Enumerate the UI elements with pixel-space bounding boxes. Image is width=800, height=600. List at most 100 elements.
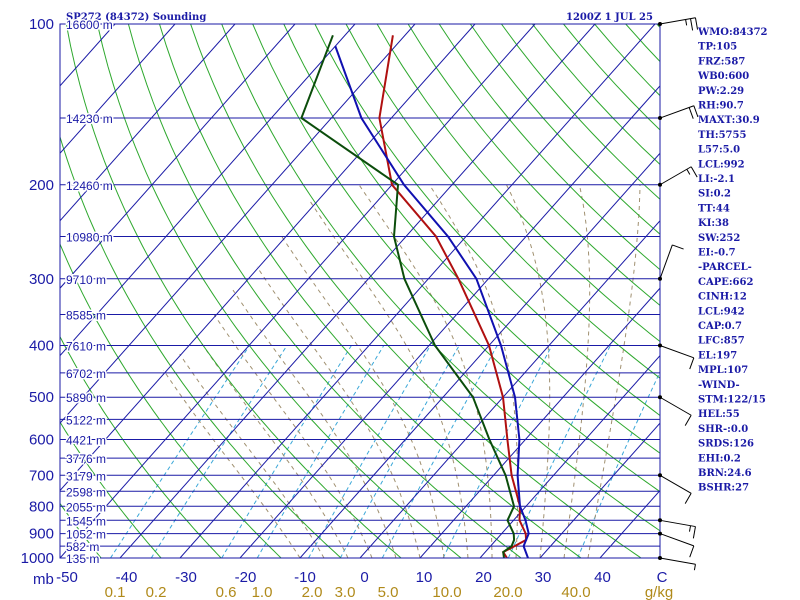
index-item: BRN:24.6 <box>698 468 752 479</box>
height-label: 2598 m <box>66 485 106 499</box>
index-item: CAPE:662 <box>698 277 753 288</box>
mixing-ratio-tick-label: 3.0 <box>335 584 356 600</box>
index-item: EL:197 <box>698 350 737 361</box>
height-label: 2055 m <box>66 500 106 514</box>
wind-barb-feather <box>690 166 698 178</box>
mixing-ratio-tick-label: g/kg <box>645 584 673 600</box>
pressure-tick-label: 800 <box>29 498 54 515</box>
wind-barb-feather <box>686 169 691 175</box>
sounding-traces <box>300 34 530 558</box>
height-label: 10980 m <box>66 230 113 244</box>
index-item: TH:5755 <box>698 130 746 141</box>
index-item: LI:-2.1 <box>698 174 735 185</box>
temperature-tick-label: C <box>657 569 668 586</box>
height-label: 135 m <box>66 552 99 566</box>
wind-barb-staff <box>659 105 694 119</box>
index-item: LCL:992 <box>698 159 745 170</box>
pressure-tick-label: 500 <box>29 389 54 406</box>
moist-adiabat <box>179 353 325 558</box>
wind-barb-base <box>658 343 662 348</box>
height-label: 16600 m <box>66 18 113 32</box>
dry-adiabat <box>190 24 642 558</box>
plot-area <box>60 24 800 558</box>
temperature-tick-label: 20 <box>475 569 492 586</box>
isotherm <box>239 85 660 558</box>
wind-barb-staff <box>659 557 696 565</box>
wind-barb-base <box>658 182 662 187</box>
mixing-ratio-axis-labels: 0.1 0.2 0.6 1.0 2.0 3.0 5.0 10.0 20.0 40.0 g/kg <box>105 584 674 600</box>
wind-barb-feather <box>693 105 699 118</box>
wind-barb-staff <box>659 519 696 528</box>
index-item: CINH:12 <box>698 292 747 303</box>
wind-barb-staff <box>659 474 692 494</box>
mixing-ratio-line <box>150 345 288 558</box>
height-label: 7610 m <box>66 340 106 354</box>
isotherm <box>60 24 476 492</box>
moist-adiabat <box>281 236 445 558</box>
isotherm <box>60 24 176 155</box>
stability-indices: WMO:84372 TP:105 FRZ:587 WB0:600 PW:2.29 RH:9… <box>697 27 768 494</box>
isobars <box>60 24 660 558</box>
dry-adiabat <box>781 24 800 558</box>
isotherm <box>479 354 660 558</box>
moist-adiabat <box>563 184 591 558</box>
moist-adiabat <box>587 184 641 558</box>
dry-adiabat <box>750 24 800 558</box>
wind-barb-feather <box>684 493 692 504</box>
plot-frame <box>59 23 661 559</box>
moist-adiabat <box>358 184 493 558</box>
wind-barb-feather <box>688 107 694 119</box>
moist-adiabat <box>428 184 519 558</box>
mixing-ratio-lines <box>110 345 660 558</box>
height-label: 3179 m <box>66 469 106 483</box>
isotherm <box>179 24 656 558</box>
height-label: 8585 m <box>66 309 106 323</box>
temperature-tick-label: -30 <box>175 569 197 586</box>
isotherm <box>539 422 660 558</box>
station-title: SP272 (84372) Sounding <box>66 12 206 23</box>
mixing-ratio-tick-label: 0.1 <box>105 584 126 600</box>
isotherm <box>60 24 236 222</box>
moist-adiabat <box>194 333 349 558</box>
index-item: EI:-0.7 <box>698 248 736 259</box>
isotherms <box>60 24 660 558</box>
index-item: -WIND- <box>698 380 740 391</box>
index-item: STM:122/15 <box>698 395 766 406</box>
temperature-tick-label: -40 <box>116 569 138 586</box>
isotherm <box>60 24 296 289</box>
mixing-ratio-line <box>221 345 352 558</box>
index-item: SRDS:126 <box>698 439 754 450</box>
index-item: SI:0.2 <box>698 189 731 200</box>
moist-adiabat <box>163 369 301 558</box>
wind-barb-staff <box>659 533 694 547</box>
index-item: SHR-:0.0 <box>698 424 748 435</box>
height-label: 4421 m <box>66 434 106 448</box>
pressure-tick-label: 200 <box>29 177 54 194</box>
index-item: RH:90.7 <box>698 101 744 112</box>
height-label: 5890 m <box>66 391 106 405</box>
mixing-ratio-tick-label: 10.0 <box>432 584 461 600</box>
temperature-trace <box>378 35 528 558</box>
index-item: WB0:600 <box>697 71 749 82</box>
mixing-ratio-line <box>308 345 431 558</box>
wind-barb-feather <box>689 357 695 370</box>
index-item: CAP:0.7 <box>698 321 742 332</box>
temperature-tick-label: 30 <box>535 569 552 586</box>
height-label: 582 m <box>66 540 99 554</box>
mixing-ratio-tick-label: 20.0 <box>493 584 522 600</box>
mixing-ratio-tick-label: 1.0 <box>252 584 273 600</box>
wind-barb-base <box>658 395 662 400</box>
isotherm <box>359 219 660 558</box>
height-label: 1052 m <box>66 528 106 542</box>
temperature-tick-label: -50 <box>56 569 78 586</box>
mixing-ratio-tick-label: 2.0 <box>302 584 323 600</box>
wind-barb-staff <box>659 244 673 279</box>
isotherm <box>60 24 356 357</box>
wind-barb-feather <box>693 564 696 571</box>
wind-barb-staff <box>659 17 696 25</box>
pressure-tick-label: 700 <box>29 467 54 484</box>
wind-barb-staff <box>659 345 694 359</box>
dry-adiabats <box>60 24 800 558</box>
index-item: PW:2.29 <box>698 86 744 97</box>
wind-barb-base <box>658 531 662 536</box>
